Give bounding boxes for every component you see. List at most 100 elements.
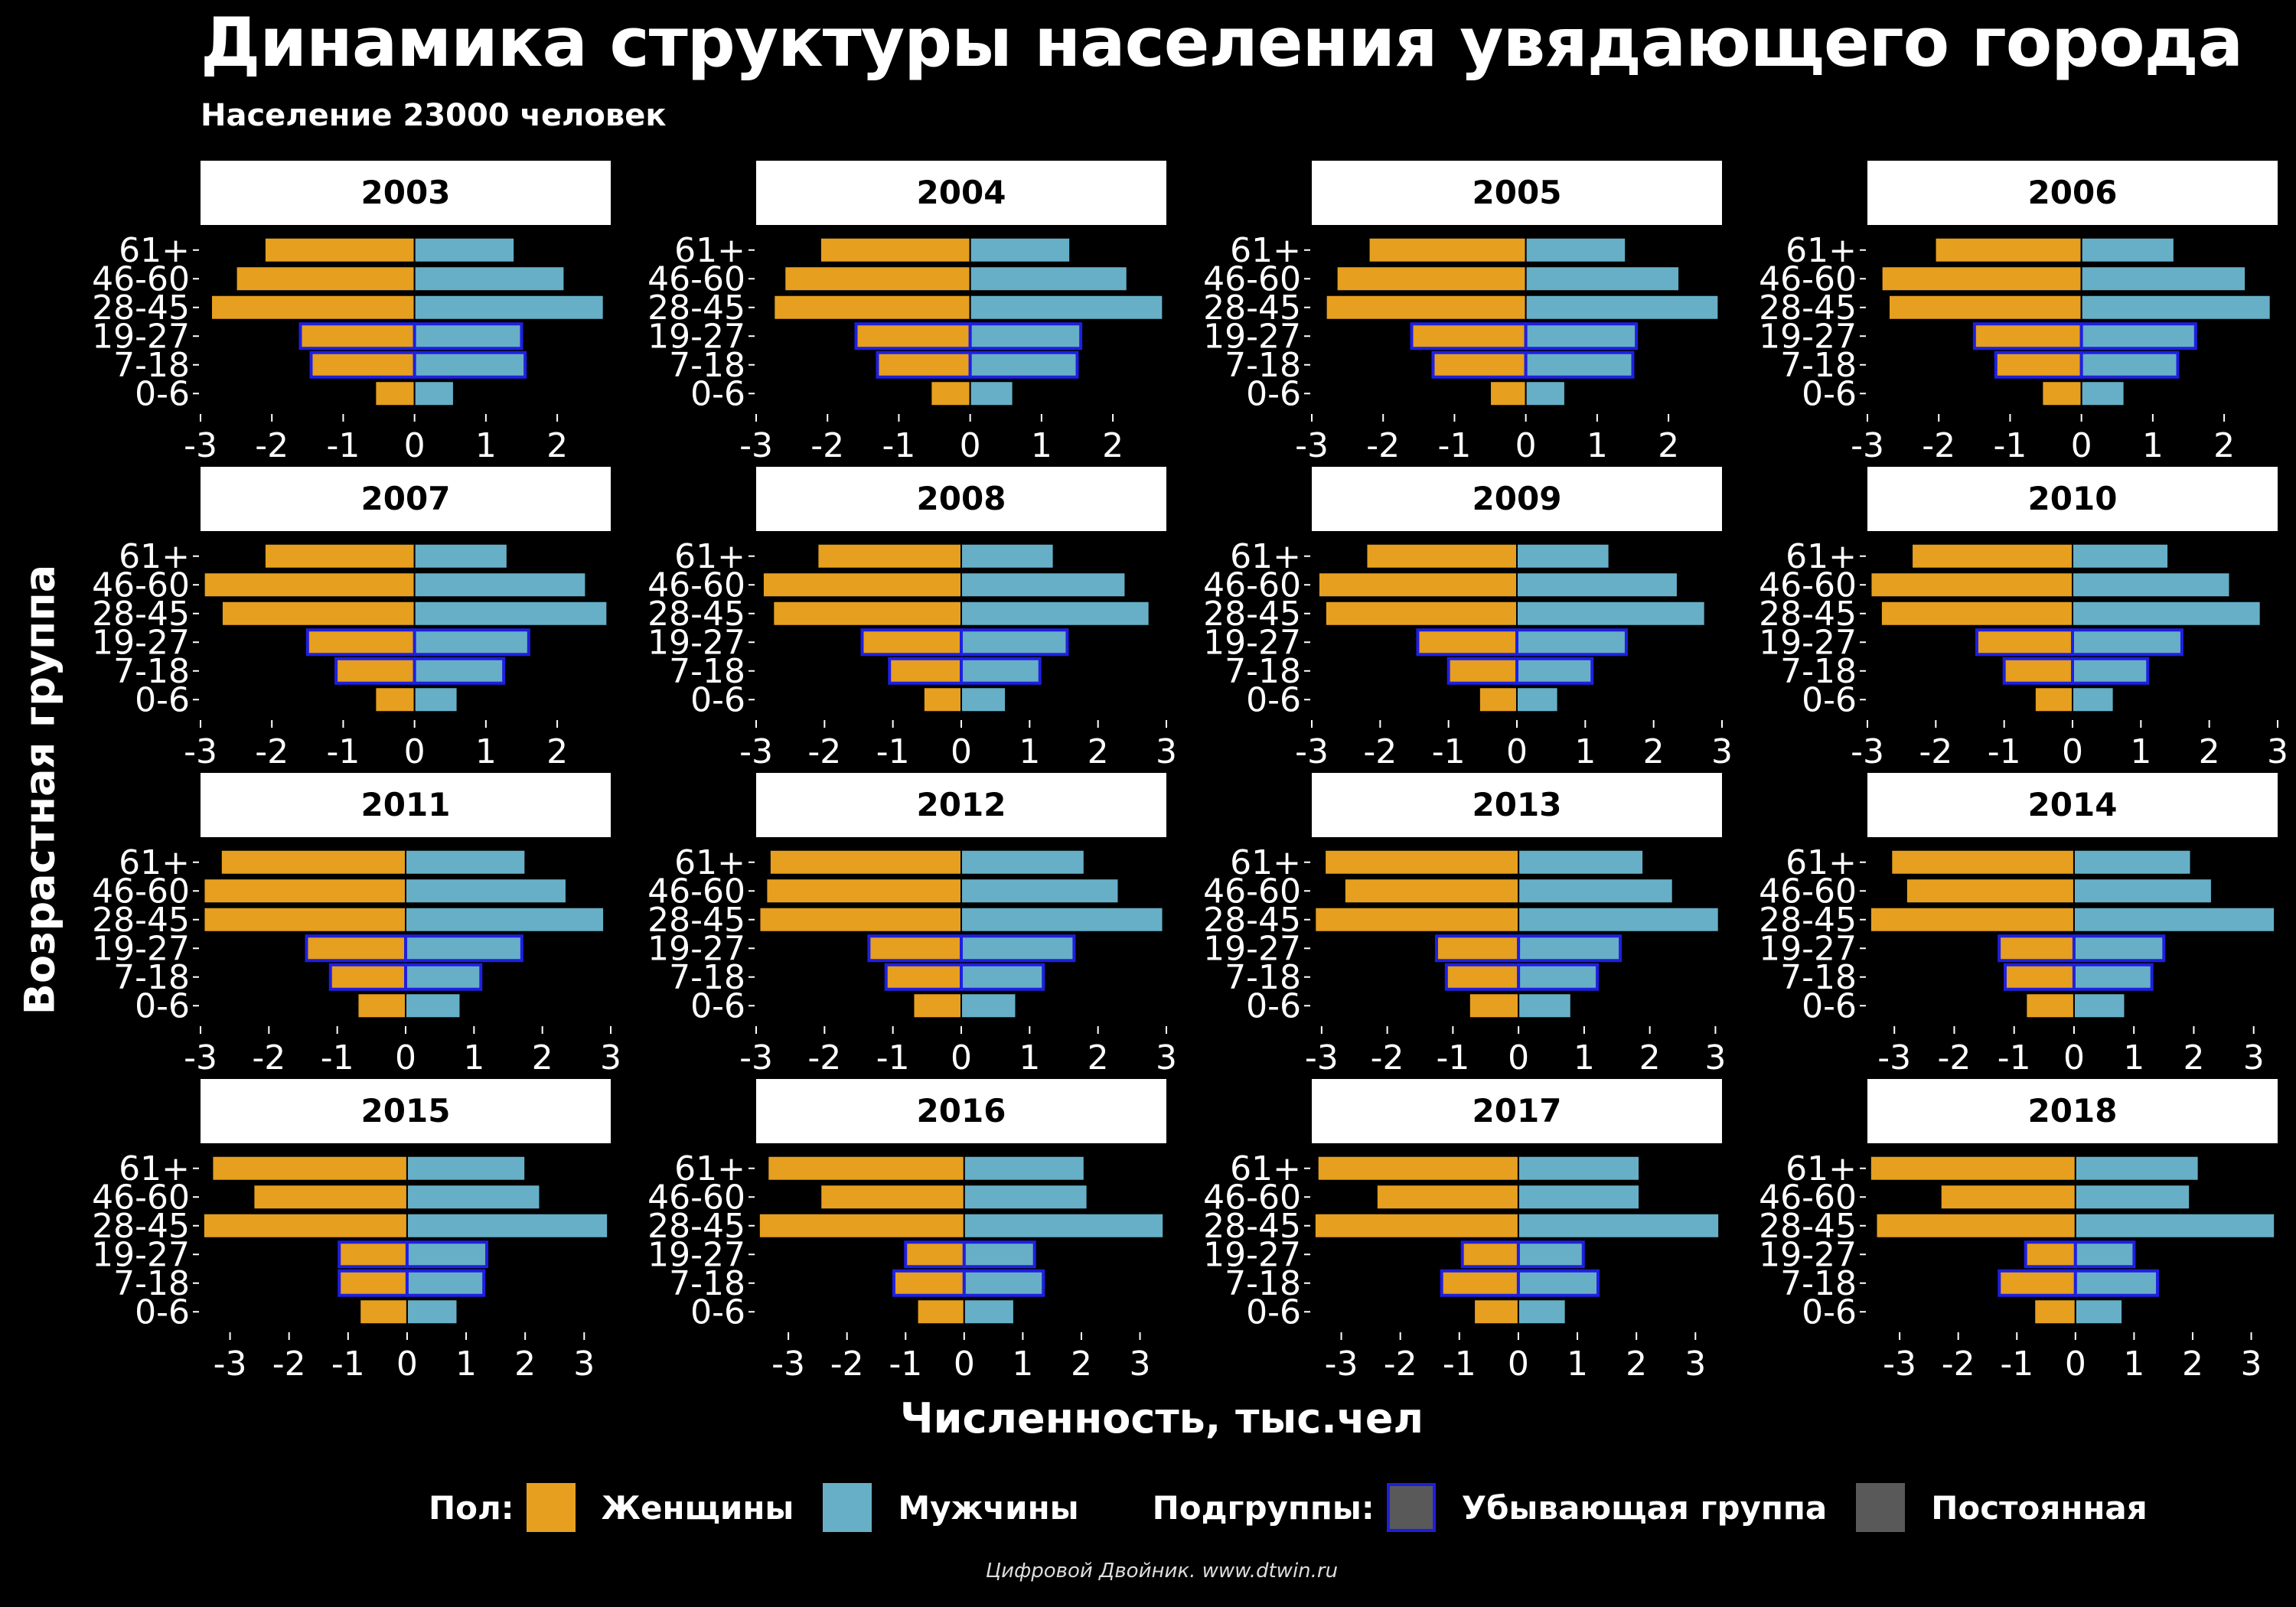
panel-year-label: 2011 (361, 786, 451, 823)
bar-male-46-60 (963, 1184, 1088, 1211)
bar-male-28-45 (1525, 294, 1720, 321)
x-tick-label: -1 (1432, 732, 1466, 771)
y-tick-label: 46-60 (1203, 1178, 1301, 1217)
bar-male-61+ (413, 543, 508, 569)
bar-female-0-6 (1468, 993, 1520, 1019)
x-tick-label: 0 (954, 1345, 975, 1384)
bar-male-61+ (2080, 236, 2175, 263)
y-tick-label: 46-60 (647, 259, 745, 298)
bar-female-28-45 (203, 906, 406, 933)
x-tick-label: 2 (2199, 732, 2220, 771)
y-tick-label: 7-18 (113, 346, 190, 385)
bar-female-7-18 (2003, 963, 2076, 991)
panel-strip (756, 773, 1166, 837)
bar-female-0-6 (922, 686, 963, 713)
y-tick-label: 19-27 (92, 929, 190, 968)
bar-female-19-27 (1975, 628, 2075, 657)
bar-male-7-18 (1515, 657, 1594, 685)
x-tick-label: -2 (1371, 1038, 1404, 1077)
bar-male-7-18 (2079, 350, 2180, 379)
bar-male-61+ (963, 1155, 1085, 1182)
bar-female-61+ (1869, 1155, 2076, 1182)
y-tick-label: 28-45 (1759, 288, 1857, 328)
x-tick-label: 1 (1587, 426, 1608, 465)
bar-male-7-18 (1516, 1269, 1600, 1297)
bar-male-28-45 (2073, 906, 2276, 933)
bar-male-46-60 (406, 1184, 541, 1211)
bar-male-46-60 (1518, 878, 1674, 905)
y-tick-label: 0-6 (1802, 1292, 1857, 1332)
x-tick-label: 1 (463, 1038, 484, 1077)
x-tick-label: -2 (807, 1038, 841, 1077)
bar-male-19-27 (404, 934, 523, 963)
x-tick-label: -1 (321, 1038, 354, 1077)
y-tick-label: 7-18 (1225, 1264, 1301, 1303)
y-tick-label: 0-6 (135, 1292, 190, 1332)
bar-male-61+ (969, 236, 1071, 263)
bar-female-28-45 (1880, 600, 2074, 627)
panel-year-label: 2014 (2028, 786, 2118, 823)
x-tick-label: 1 (1567, 1345, 1588, 1384)
y-tick-label: 61+ (119, 537, 190, 576)
panel-year-label: 2009 (1473, 480, 1562, 517)
y-tick-label: 28-45 (92, 901, 190, 940)
y-tick-label: 28-45 (92, 595, 190, 634)
panel-strip (1312, 1079, 1722, 1143)
bar-female-19-27 (1972, 322, 2083, 350)
y-tick-label: 46-60 (1759, 566, 1857, 605)
y-tick-label: 0-6 (135, 986, 190, 1025)
x-tick-label: 1 (2142, 426, 2164, 465)
bar-male-0-6 (963, 1299, 1015, 1325)
bar-female-0-6 (1478, 686, 1518, 713)
bar-male-19-27 (2079, 322, 2197, 350)
y-tick-label: 19-27 (1759, 317, 1857, 356)
bar-male-46-60 (2072, 572, 2231, 598)
x-tick-label: 0 (1508, 1345, 1529, 1384)
x-tick-label: 0 (951, 1038, 972, 1077)
y-tick-label: 28-45 (92, 1207, 190, 1246)
bar-female-0-6 (912, 993, 963, 1019)
x-tick-label: 3 (1684, 1345, 1706, 1384)
panel-year-label: 2004 (917, 174, 1006, 211)
bar-female-61+ (1324, 849, 1520, 875)
panel-year-label: 2006 (2028, 174, 2118, 211)
x-tick-label: 3 (600, 1038, 621, 1077)
panel-year-label: 2018 (2028, 1092, 2118, 1129)
y-tick-label: 61+ (1230, 231, 1301, 270)
bar-female-61+ (263, 236, 416, 263)
y-tick-label: 19-27 (1203, 317, 1301, 356)
x-tick-label: 1 (1574, 1038, 1595, 1077)
bar-female-19-27 (305, 628, 416, 657)
bar-male-28-45 (1516, 600, 1706, 627)
panel-year-label: 2016 (917, 1092, 1006, 1129)
y-tick-label: 7-18 (1780, 346, 1857, 385)
x-tick-label: 2 (2182, 1345, 2203, 1384)
bar-male-19-27 (1516, 1240, 1585, 1269)
y-tick-label: 7-18 (1780, 1264, 1857, 1303)
bar-male-0-6 (2072, 686, 2115, 713)
bar-female-61+ (817, 543, 963, 569)
x-tick-label: -2 (1366, 426, 1400, 465)
bar-male-61+ (960, 849, 1085, 875)
x-tick-label: 0 (951, 732, 972, 771)
x-tick-label: -2 (1938, 1038, 1971, 1077)
y-tick-label: 61+ (1230, 843, 1301, 882)
y-tick-label: 61+ (1786, 231, 1857, 270)
x-tick-label: 2 (2213, 426, 2235, 465)
bar-male-7-18 (1524, 350, 1635, 379)
x-tick-label: 1 (2130, 732, 2151, 771)
y-tick-label: 61+ (119, 231, 190, 270)
y-tick-label: 0-6 (1246, 374, 1301, 413)
bar-male-61+ (413, 236, 516, 263)
bar-female-7-18 (309, 350, 416, 379)
panel-strip (756, 161, 1166, 225)
x-tick-label: 2 (1658, 426, 1679, 465)
bar-female-46-60 (203, 878, 406, 905)
bar-male-46-60 (960, 572, 1127, 598)
x-tick-label: 1 (2123, 1038, 2144, 1077)
bar-male-28-45 (405, 906, 605, 933)
bar-male-28-45 (1517, 1212, 1720, 1239)
bar-female-28-45 (210, 294, 416, 321)
